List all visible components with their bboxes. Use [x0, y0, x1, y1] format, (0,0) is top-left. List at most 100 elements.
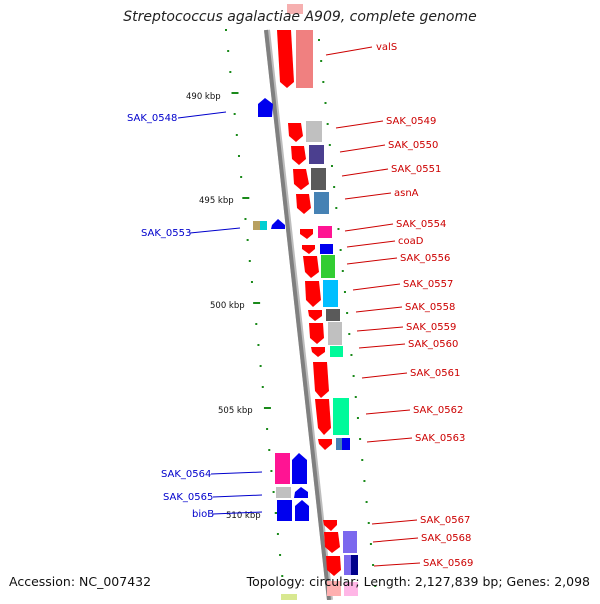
label-SAK_0550[interactable]: SAK_0550 [388, 140, 438, 151]
scale-label-490: 490 kbp [186, 92, 221, 102]
scale-label-510: 510 kbp [226, 511, 261, 521]
accession-text: Accession: NC_007432 [9, 574, 152, 589]
label-SAK_0568[interactable]: SAK_0568 [421, 533, 471, 544]
label-asnA[interactable]: asnA [394, 188, 419, 199]
gene-SAK_0558[interactable] [308, 310, 322, 321]
reverse-genes [253, 98, 309, 600]
genome-summary-text: Topology: circular; Length: 2,127,839 bp… [246, 574, 590, 589]
gene-SAK_0550[interactable] [291, 146, 306, 165]
label-SAK_0556[interactable]: SAK_0556 [400, 253, 450, 264]
label-leader-line [189, 227, 241, 234]
label-leader-line [344, 223, 394, 232]
label-leader-line [366, 437, 413, 443]
gene-bioB-cog [277, 500, 292, 521]
label-SAK_0561[interactable]: SAK_0561 [410, 368, 460, 379]
gene-SAK_0563[interactable] [318, 439, 332, 450]
gene-SAK_0556-cog [321, 255, 335, 278]
gene-SAK_0565-cog [276, 487, 291, 498]
label-leader-line [212, 511, 263, 515]
label-bioB[interactable]: bioB [192, 509, 214, 520]
gene-SAK_0551[interactable] [293, 169, 309, 190]
label-coaD[interactable]: coaD [398, 236, 424, 247]
gene-SAK_0565[interactable] [294, 487, 308, 498]
genome-axis [264, 29, 331, 601]
label-leader-line [361, 372, 408, 379]
label-SAK_0560[interactable]: SAK_0560 [408, 339, 458, 350]
gene-SAK_0557[interactable] [305, 281, 321, 307]
label-leader-line [355, 306, 403, 313]
gene-bioB[interactable] [295, 500, 309, 521]
gene-bottom-left-fragment [281, 594, 297, 600]
label-SAK_0565[interactable]: SAK_0565 [163, 492, 213, 503]
label-SAK_0557[interactable]: SAK_0557 [403, 279, 453, 290]
label-SAK_0562[interactable]: SAK_0562 [413, 405, 463, 416]
gene-SAK_0560[interactable] [311, 347, 325, 357]
gene-SAK_0562[interactable] [315, 399, 331, 435]
gene-SAK_0559[interactable] [309, 323, 324, 344]
gene-SAK_0556[interactable] [303, 256, 319, 278]
label-leader-line [177, 111, 227, 119]
gene-labels: valS SAK_0549 SAK_0550 SAK_0551 asnA SAK… [127, 42, 473, 569]
gene-SAK_0567[interactable] [323, 520, 337, 531]
gene-SAK_0553-cog [253, 221, 260, 230]
gene-SAK_0569-cog [344, 555, 351, 575]
gene-valS[interactable] [277, 30, 294, 88]
label-SAK_0558[interactable]: SAK_0558 [405, 302, 455, 313]
label-SAK_0567[interactable]: SAK_0567 [420, 515, 470, 526]
gene-SAK_0557-cog [323, 280, 338, 307]
gene-SAK_0569[interactable] [326, 556, 341, 576]
gene-SAK_0554[interactable] [300, 229, 313, 239]
gene-SAK_0562-cog [333, 398, 349, 435]
label-leader-line [346, 240, 396, 248]
scale-ticks [225, 29, 377, 587]
gene-SAK_0568[interactable] [324, 532, 340, 553]
gene-SAK_0564[interactable] [292, 453, 307, 484]
label-SAK_0563[interactable]: SAK_0563 [415, 433, 465, 444]
gene-coaD-cog [320, 244, 333, 254]
genome-title: Streptococcus agalactiae A909, complete … [123, 9, 477, 25]
label-leader-line [212, 494, 263, 498]
label-SAK_0569[interactable]: SAK_0569 [423, 558, 473, 569]
gene-SAK_0563-cog-b [342, 438, 350, 450]
label-leader-line [341, 168, 389, 177]
scale-label-495: 495 kbp [199, 196, 234, 206]
label-SAK_0554[interactable]: SAK_0554 [396, 219, 446, 230]
gene-SAK_0558-cog [326, 309, 340, 321]
label-leader-line [371, 519, 418, 525]
gene-SAK_0548[interactable] [258, 98, 273, 117]
gene-valS-cog [296, 30, 313, 88]
label-SAK_0559[interactable]: SAK_0559 [406, 322, 456, 333]
scale-label-505: 505 kbp [218, 406, 253, 416]
label-leader-line [373, 562, 421, 567]
label-leader-line [372, 537, 419, 543]
scale-label-500: 500 kbp [210, 301, 245, 311]
label-leader-line [356, 326, 404, 332]
gene-bottom-fragment [327, 581, 341, 596]
gene-SAK_0564-cog [275, 453, 290, 484]
gene-SAK_0554-cog [318, 226, 332, 238]
gene-SAK_0569-cog-b [351, 555, 358, 575]
gene-coaD[interactable] [302, 245, 315, 254]
label-SAK_0548[interactable]: SAK_0548 [127, 113, 177, 124]
label-valS[interactable]: valS [376, 42, 397, 53]
label-SAK_0564[interactable]: SAK_0564 [161, 469, 211, 480]
label-leaders [177, 46, 421, 567]
gene-SAK_0561[interactable] [313, 362, 329, 398]
scale-labels: 490 kbp 495 kbp 500 kbp 505 kbp 510 kbp [186, 92, 261, 521]
gene-SAK_0549-cog [306, 121, 322, 142]
gene-SAK_0568-cog [343, 531, 357, 553]
label-leader-line [365, 409, 411, 415]
gene-top-fragment [287, 4, 303, 14]
label-leader-line [346, 257, 398, 265]
gene-asnA[interactable] [296, 194, 311, 214]
gene-SAK_0553[interactable] [271, 219, 285, 229]
label-leader-line [210, 471, 263, 475]
label-SAK_0553[interactable]: SAK_0553 [141, 228, 191, 239]
gene-SAK_0549[interactable] [288, 123, 303, 142]
label-leader-line [335, 120, 384, 129]
label-SAK_0549[interactable]: SAK_0549 [386, 116, 436, 127]
label-SAK_0551[interactable]: SAK_0551 [391, 164, 441, 175]
gene-SAK_0559-cog [328, 322, 342, 345]
